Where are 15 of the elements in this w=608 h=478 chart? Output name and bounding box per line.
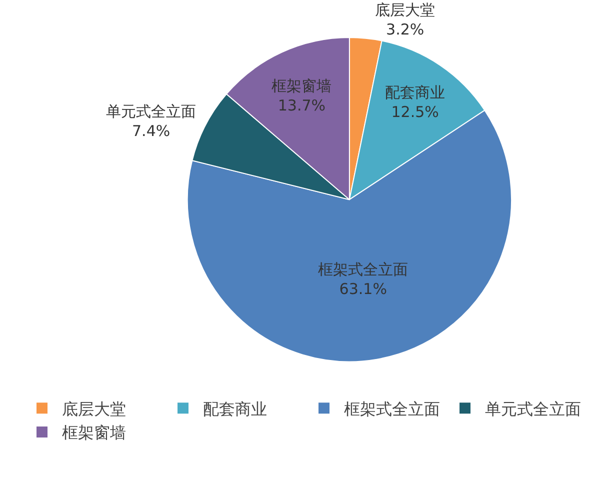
slice-label: 底层大堂 bbox=[375, 1, 436, 20]
data-label: 13.7% bbox=[278, 96, 326, 114]
legend-label: 底层大堂 bbox=[62, 399, 126, 418]
legend-label: 框架窗墙 bbox=[62, 423, 126, 442]
legend-label: 框架式全立面 bbox=[344, 399, 440, 418]
slice-label: 配套商业 bbox=[385, 84, 446, 102]
slice-label: 框架式全立面 bbox=[318, 260, 408, 279]
data-label: 63.1% bbox=[339, 280, 387, 298]
legend-label: 单元式全立面 bbox=[485, 399, 581, 418]
data-label: 3.2% bbox=[386, 20, 424, 39]
legend-label: 配套商业 bbox=[203, 399, 267, 418]
slice-label: 单元式全立面 bbox=[106, 102, 196, 121]
data-label: 7.4% bbox=[132, 122, 170, 140]
data-label: 12.5% bbox=[391, 103, 439, 122]
slice-label: 框架窗墙 bbox=[272, 76, 332, 95]
